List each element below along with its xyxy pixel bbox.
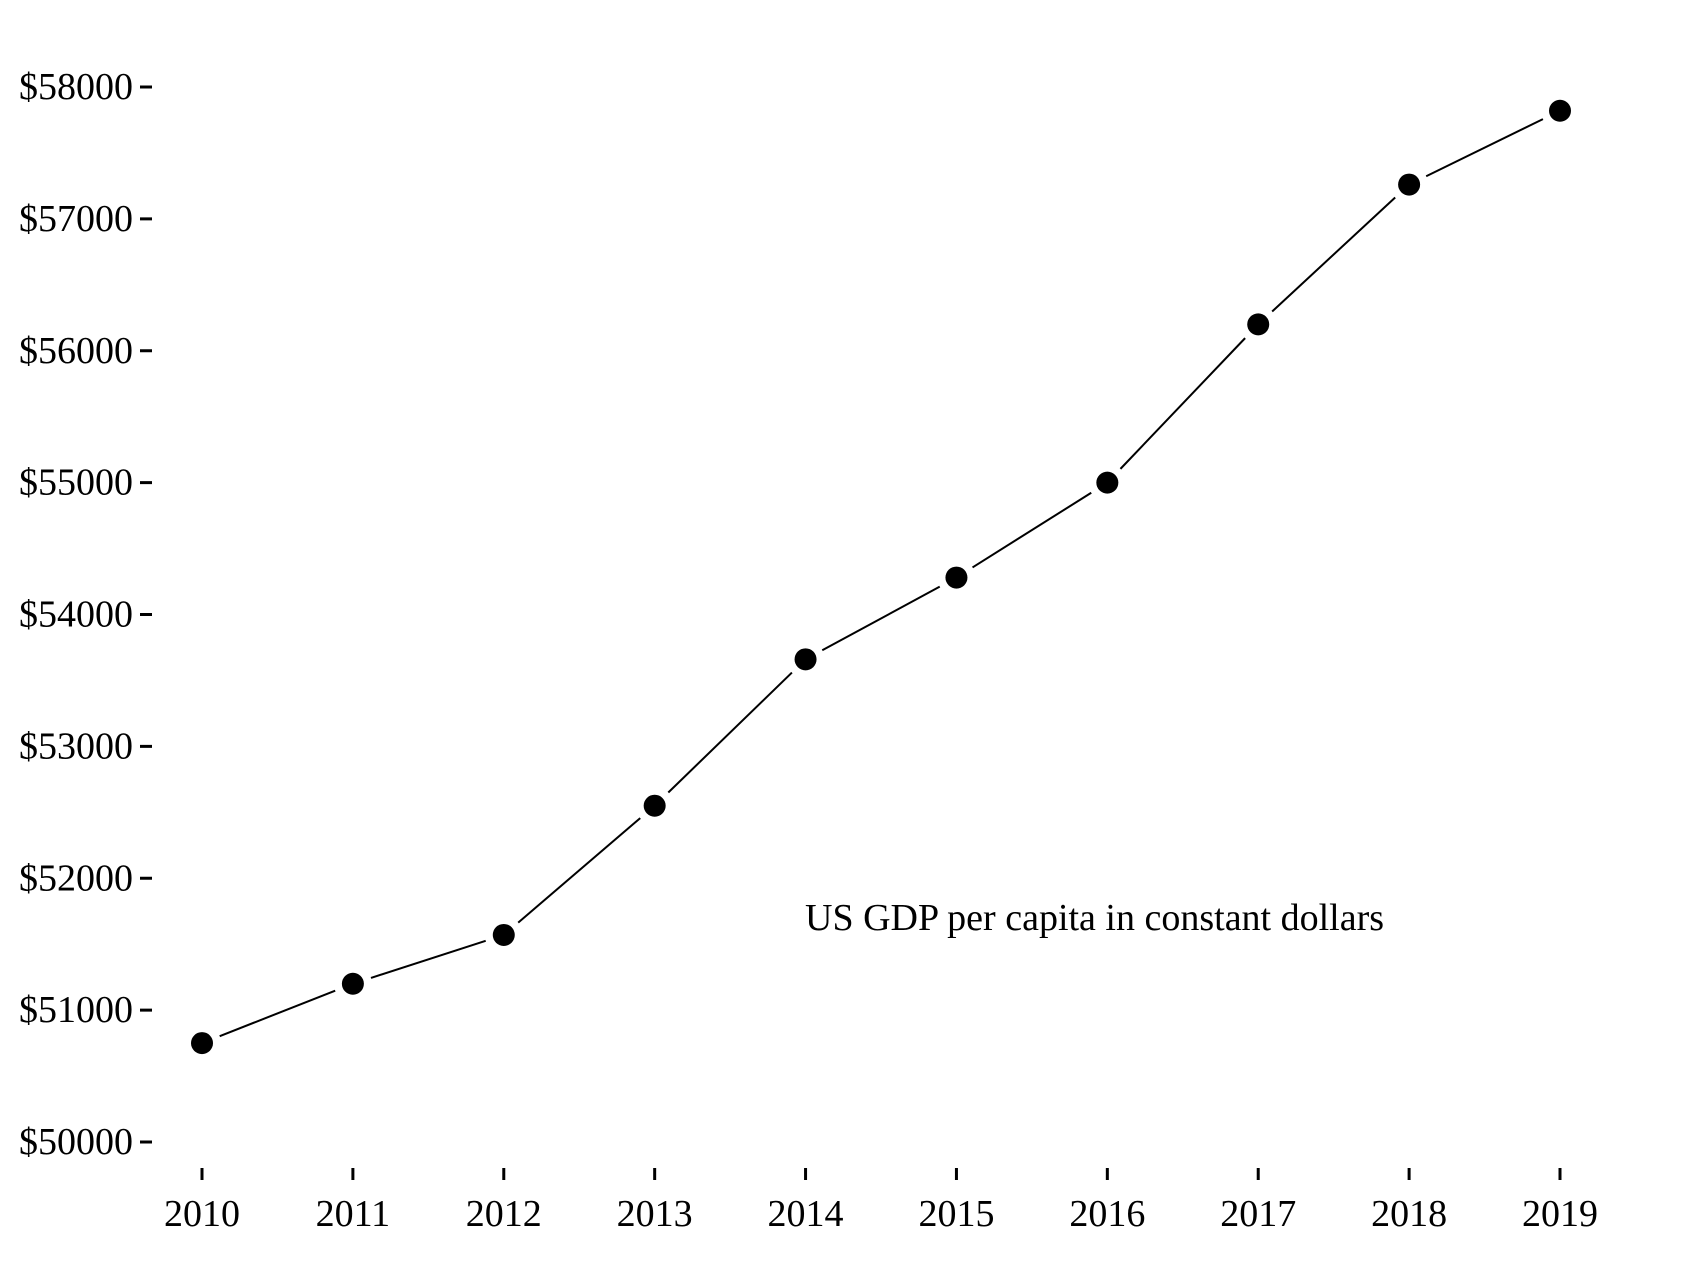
- data-point: [643, 794, 666, 817]
- data-point: [1398, 173, 1421, 196]
- line-segment: [219, 989, 336, 1038]
- data-point: [1096, 471, 1119, 494]
- y-tick-label: $58000: [19, 66, 133, 108]
- x-axis: 2010 2011 2012 2013 2014 2015 2016 2017 2018 2019: [164, 1168, 1598, 1235]
- x-tick-label: 2013: [617, 1193, 693, 1235]
- y-tick-label: $54000: [19, 594, 133, 636]
- y-tick-label: $55000: [19, 462, 133, 504]
- x-tick-label: 2010: [164, 1193, 240, 1235]
- x-tick-label: 2016: [1069, 1193, 1145, 1235]
- data-point: [1549, 99, 1571, 122]
- data-point: [341, 972, 364, 995]
- line-segment: [1271, 196, 1396, 313]
- y-tick-label: $51000: [19, 989, 133, 1031]
- line-segment: [821, 585, 941, 652]
- data-point: [191, 1032, 213, 1055]
- x-tick-label: 2019: [1522, 1193, 1598, 1235]
- line-segment: [370, 939, 487, 979]
- data-point: [794, 648, 817, 671]
- x-tick-label: 2018: [1371, 1193, 1447, 1235]
- line-segment: [667, 671, 793, 794]
- y-tick-label: $53000: [19, 725, 133, 767]
- y-tick-label: $56000: [19, 330, 133, 372]
- x-tick-label: 2014: [768, 1193, 844, 1235]
- line-segment: [517, 817, 641, 924]
- x-tick-label: 2012: [466, 1193, 542, 1235]
- x-tick-label: 2017: [1220, 1193, 1296, 1235]
- x-tick-label: 2011: [316, 1193, 391, 1235]
- line-segment: [971, 491, 1092, 569]
- line-segment: [1425, 118, 1544, 178]
- y-tick-label: $52000: [19, 857, 133, 899]
- y-tick-label: $50000: [19, 1121, 133, 1163]
- x-tick-label: 2015: [918, 1193, 994, 1235]
- y-axis: $50000 $51000 $52000 $53000 $54000 $55000 $560…: [19, 66, 152, 1163]
- data-point: [945, 566, 968, 589]
- chart-annotation: US GDP per capita in constant dollars: [805, 897, 1384, 939]
- data-point: [1247, 313, 1270, 336]
- series-layer: [191, 99, 1571, 1055]
- y-tick-label: $57000: [19, 198, 133, 240]
- line-segment: [1119, 337, 1246, 470]
- data-point: [492, 923, 515, 946]
